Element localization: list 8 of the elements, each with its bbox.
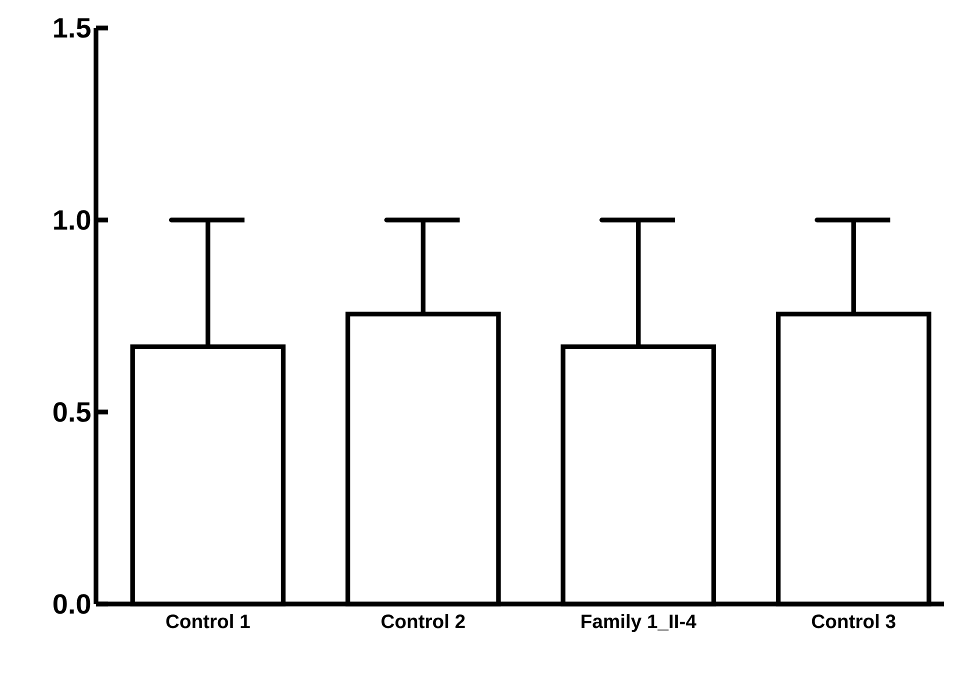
x-tick-label: Control 3 xyxy=(812,614,896,628)
x-tick-label: Family 1_II-4 xyxy=(582,614,696,632)
y-tick-label: 1.5 xyxy=(54,18,91,38)
y-tick-label: 0.0 xyxy=(53,594,90,614)
x-tick-label: Control 2 xyxy=(382,614,465,628)
y-tick-label: 1.0 xyxy=(54,210,90,230)
y-tick-label: 0.5 xyxy=(53,402,91,422)
x-tick-label: Control 1 xyxy=(166,614,250,628)
